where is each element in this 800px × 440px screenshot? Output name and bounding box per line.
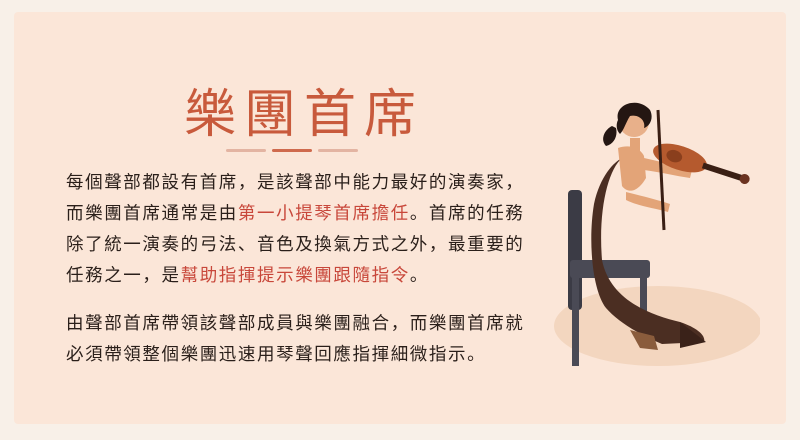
title-divider-center (272, 149, 312, 152)
paragraph-1-text-b: 。首席的任務除了統一演奏的弓法、音色及換氣方式之外，最重要的任務之一，是 (66, 204, 525, 286)
highlight-first-violin: 第一小提琴首席擔任 (237, 204, 410, 224)
paragraph-2: 由聲部首席帶領該聲部成員與樂團融合，而樂團首席就必須帶領整個樂團迅速用琴聲回應指… (66, 314, 525, 365)
paragraph-1: 每個聲部都設有首席，是該聲部中能力最好的演奏家，而樂團首席通常是由第一小提琴首席… (66, 168, 536, 292)
paragraph-1-text-c: 。 (409, 266, 429, 286)
highlight-conductor-cue: 幫助指揮提示樂團跟隨指令 (180, 266, 410, 286)
violinist-illustration-icon (554, 102, 760, 366)
page-title: 樂團首席 (184, 85, 425, 145)
paragraph-1-text-a: 每個聲部都設有首席，是該聲部中能力最好的演奏家，而樂團首席通常是由 (66, 173, 525, 224)
title-divider-right (318, 149, 358, 152)
title-divider-left (226, 149, 266, 152)
